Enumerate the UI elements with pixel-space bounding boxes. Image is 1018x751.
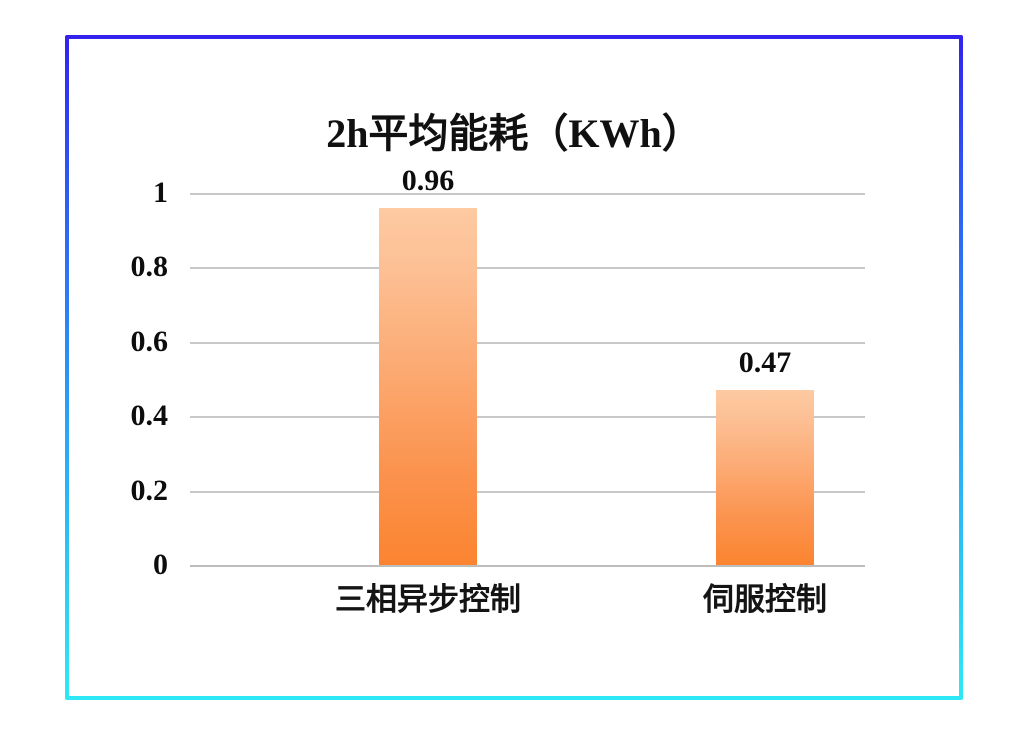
bar-0[interactable] — [379, 207, 477, 565]
bar-group-0: 0.96 三相异步控制 — [335, 165, 521, 615]
ytick-label-04: 0.4 — [130, 399, 169, 433]
category-label-1: 伺服控制 — [703, 582, 827, 618]
chart-title: 2h平均能耗（KWh） — [326, 111, 702, 156]
ytick-label-08: 0.8 — [130, 250, 169, 284]
chart-card: 2h平均能耗（KWh） 1 0.8 0.6 0.4 0.2 — [69, 39, 959, 696]
category-label-0: 三相异步控制 — [335, 582, 521, 618]
plot-area: 1 0.8 0.6 0.4 0.2 0 — [131, 165, 865, 616]
gridline-0: 0 — [153, 550, 865, 580]
bar-value-label-1: 0.47 — [738, 346, 792, 380]
bar-1[interactable] — [716, 390, 814, 565]
gridline-1: 1 — [153, 178, 865, 208]
bar-value-label-0: 0.96 — [401, 163, 455, 197]
ytick-label-1: 1 — [153, 176, 168, 209]
bar-group-1: 0.47 伺服控制 — [703, 193, 827, 616]
gradient-frame-border: 2h平均能耗（KWh） 1 0.8 0.6 0.4 0.2 — [65, 35, 963, 700]
gridline-08: 0.8 — [131, 252, 865, 282]
ytick-label-0: 0 — [153, 548, 168, 581]
gridline-06: 0.6 — [131, 326, 865, 356]
gridline-02: 0.2 — [131, 475, 865, 505]
ytick-label-02: 0.2 — [130, 473, 169, 507]
ytick-label-06: 0.6 — [130, 324, 169, 358]
gridline-04: 0.4 — [131, 401, 865, 431]
